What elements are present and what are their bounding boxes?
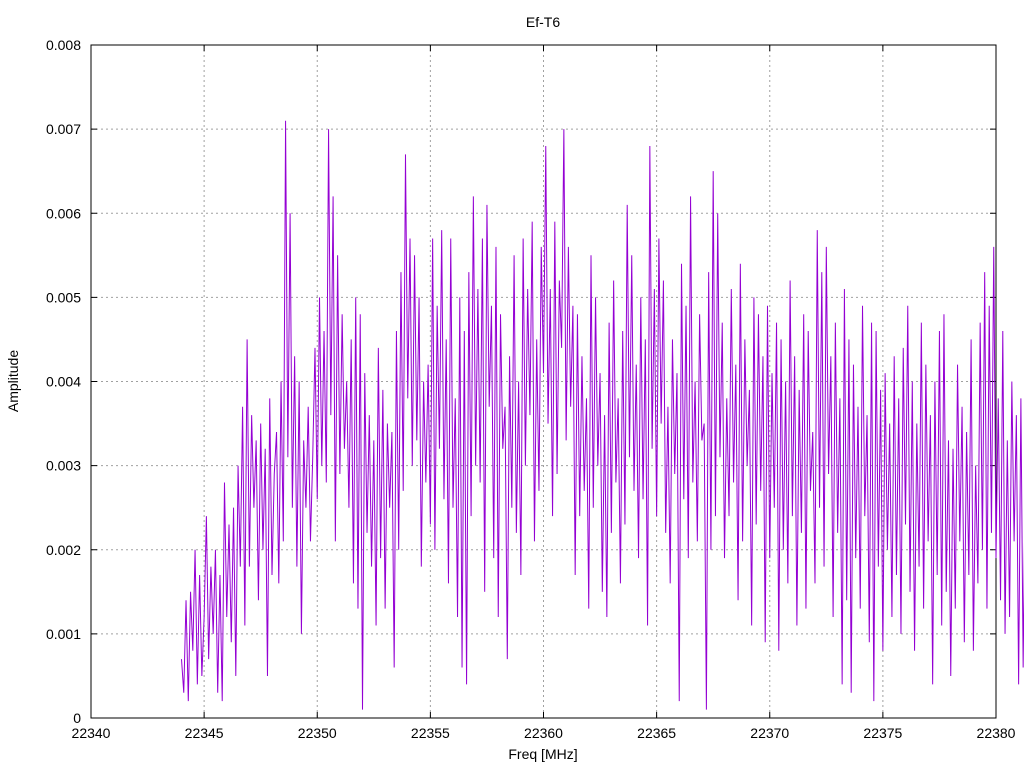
y-tick-label: 0.001 xyxy=(46,626,81,642)
x-tick-labels: 22340 22345 22350 22355 22360 22365 22370 22375… xyxy=(72,725,1016,741)
y-tick-label: 0.008 xyxy=(46,37,81,53)
y-tick-labels: 0 0.001 0.002 0.003 0.004 0.005 0.006 0.007 0.00… xyxy=(46,37,81,726)
y-tick-label: 0 xyxy=(73,710,81,726)
series-layer xyxy=(181,120,1024,710)
x-tick-label: 22355 xyxy=(411,725,450,741)
series-line xyxy=(181,120,1024,710)
x-tick-label: 22350 xyxy=(298,725,337,741)
y-axis-title: Amplitude xyxy=(5,350,21,412)
y-tick-label: 0.007 xyxy=(46,121,81,137)
y-tick-label: 0.006 xyxy=(46,205,81,221)
x-tick-label: 22345 xyxy=(185,725,224,741)
x-tick-label: 22365 xyxy=(637,725,676,741)
x-tick-label: 22360 xyxy=(524,725,563,741)
x-axis-title: Freq [MHz] xyxy=(508,746,577,762)
y-tick-label: 0.004 xyxy=(46,374,81,390)
y-tick-label: 0.002 xyxy=(46,542,81,558)
x-tick-label: 22380 xyxy=(977,725,1016,741)
x-tick-label: 22340 xyxy=(72,725,111,741)
x-tick-label: 22370 xyxy=(750,725,789,741)
x-tick-label: 22375 xyxy=(863,725,902,741)
chart-title: Ef-T6 xyxy=(526,14,560,30)
y-tick-label: 0.005 xyxy=(46,289,81,305)
y-tick-label: 0.003 xyxy=(46,458,81,474)
